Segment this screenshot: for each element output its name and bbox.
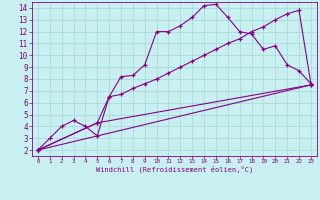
- X-axis label: Windchill (Refroidissement éolien,°C): Windchill (Refroidissement éolien,°C): [96, 166, 253, 173]
